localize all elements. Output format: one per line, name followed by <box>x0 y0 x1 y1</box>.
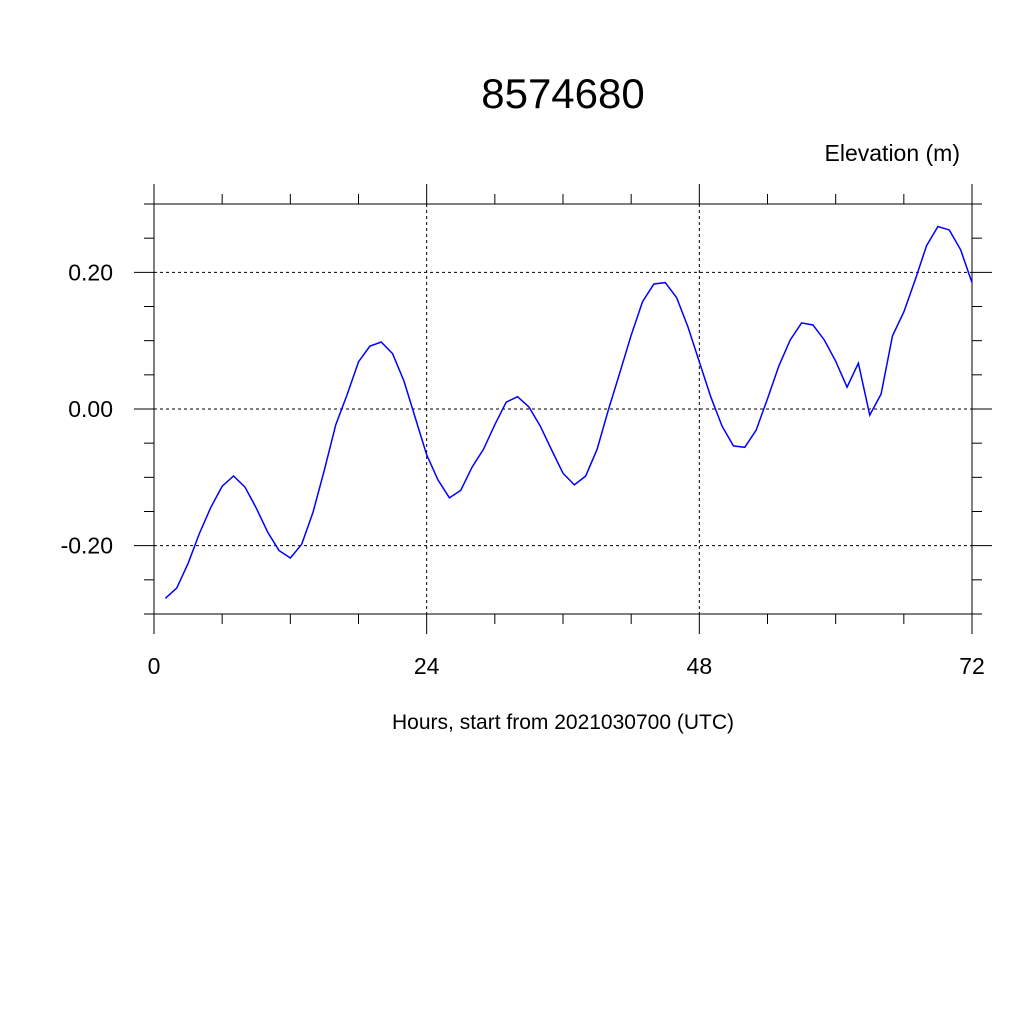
chart-title: 8574680 <box>481 70 645 117</box>
x-tick-label: 24 <box>414 653 440 679</box>
x-tick-label: 0 <box>148 653 161 679</box>
y-tick-label: 0.20 <box>68 259 113 285</box>
y-tick-label: -0.20 <box>61 533 113 559</box>
y-tick-label: 0.00 <box>68 396 113 422</box>
data-line <box>164 225 973 599</box>
y-axis-label: Elevation (m) <box>825 140 960 166</box>
x-tick-label: 48 <box>687 653 713 679</box>
x-tick-label: 72 <box>959 653 985 679</box>
x-axis-label: Hours, start from 2021030700 (UTC) <box>392 711 734 734</box>
